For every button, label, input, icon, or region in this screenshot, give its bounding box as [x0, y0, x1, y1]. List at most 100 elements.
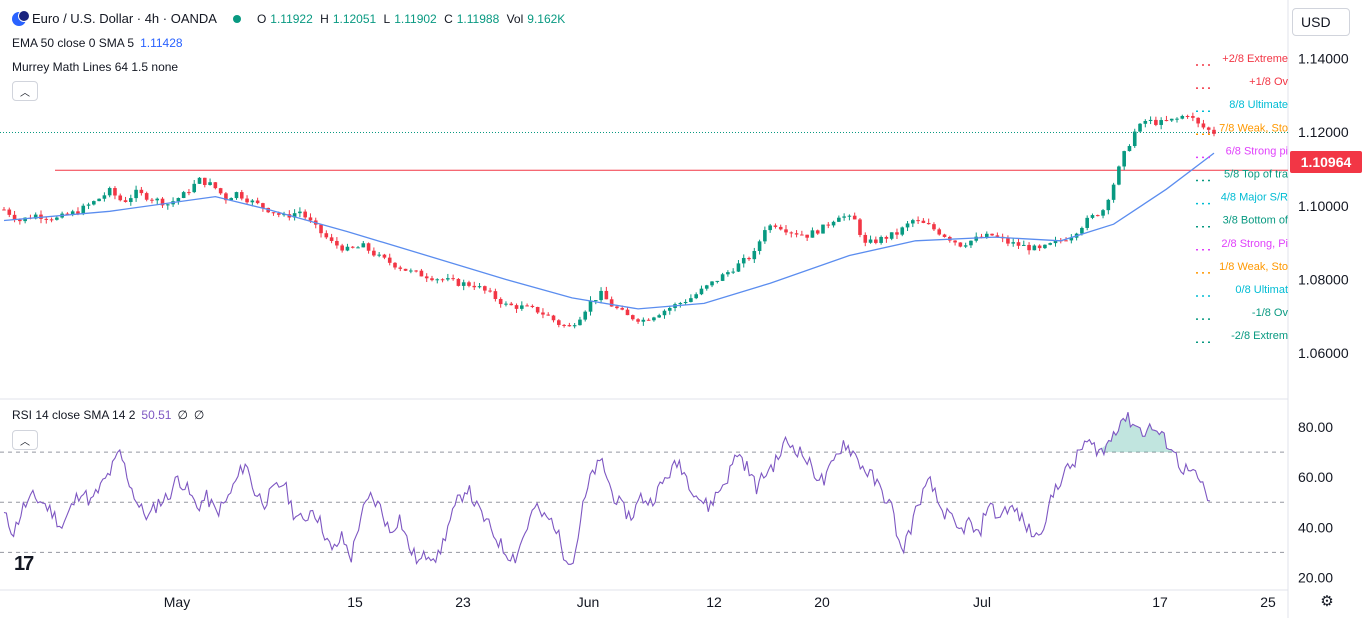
- candle-body: [683, 301, 688, 304]
- candle-body: [329, 237, 334, 241]
- candle-body: [520, 305, 524, 309]
- rsi-line: [3, 412, 1211, 565]
- rsi-label: RSI 14 close SMA 14 2: [12, 408, 136, 422]
- candle-body: [815, 230, 820, 234]
- candle-body: [65, 213, 70, 215]
- candle-body: [467, 282, 471, 286]
- murrey-legend[interactable]: Murrey Math Lines 64 1.5 none: [12, 60, 178, 74]
- murrey-level-label: -1/8 Ov: [1252, 307, 1289, 319]
- candle-body: [551, 315, 556, 321]
- candle-body: [160, 198, 165, 206]
- candle-body: [350, 246, 355, 248]
- rsi-tick-label: 40.00: [1298, 519, 1333, 535]
- candle-body: [187, 192, 191, 194]
- candle-body: [821, 224, 825, 234]
- symbol-title: Euro / U.S. Dollar · 4h · OANDA: [32, 11, 217, 26]
- rsi-tick-label: 80.00: [1298, 419, 1333, 435]
- horizontal-line-price-tag: 1.10964: [1290, 151, 1362, 173]
- collapse-rsi-button[interactable]: ︿: [12, 430, 38, 450]
- candle-body: [33, 214, 38, 219]
- tradingview-logo-icon[interactable]: 17: [14, 553, 34, 575]
- rsi-legend[interactable]: RSI 14 close SMA 14 2 50.51 ∅ ∅: [12, 408, 204, 422]
- ema-line: [3, 152, 1215, 310]
- candle-body: [984, 233, 989, 238]
- candle-body: [1085, 217, 1089, 228]
- ema-legend[interactable]: EMA 50 close 0 SMA 5 1.11428: [12, 36, 183, 50]
- candle-body: [1032, 245, 1037, 251]
- symbol-legend[interactable]: Euro / U.S. Dollar · 4h · OANDA O 1.11922…: [12, 9, 569, 26]
- time-tick-label: May: [164, 594, 190, 610]
- candle-body: [165, 204, 170, 206]
- candle-body: [868, 239, 873, 243]
- price-tick-label: 1.06000: [1298, 345, 1349, 361]
- candle-body: [657, 315, 661, 318]
- murrey-label: Murrey Math Lines 64 1.5 none: [12, 60, 179, 74]
- collapse-legend-button[interactable]: ︿: [12, 81, 38, 101]
- candle-body: [1196, 117, 1200, 124]
- candle-body: [900, 227, 905, 235]
- chevron-up-icon: ︿: [20, 87, 30, 99]
- candle-body: [768, 225, 772, 231]
- candle-body: [1006, 238, 1010, 244]
- candle-body: [826, 224, 831, 226]
- candle-body: [831, 221, 836, 226]
- candle-body: [895, 232, 899, 235]
- candle-body: [446, 278, 450, 280]
- candle-body: [583, 311, 588, 320]
- candle-body: [202, 177, 207, 185]
- rsi-value: 50.51: [141, 408, 172, 422]
- murrey-lines: +2/8 Extreme +1/8 Ov 8/8 Ultimate 7/8 Weak,…: [1196, 53, 1289, 343]
- murrey-level-label: 1/8 Weak, Sto: [1219, 261, 1288, 273]
- time-tick-label: 23: [455, 594, 471, 610]
- candle-body: [419, 270, 424, 277]
- candle-body: [118, 195, 123, 201]
- candle-body: [18, 219, 22, 222]
- candle-body: [403, 268, 408, 271]
- candle-body: [953, 240, 957, 243]
- price-tick-label: 1.14000: [1298, 50, 1349, 66]
- ema-label: EMA 50 close 0 SMA 5: [12, 36, 135, 50]
- candle-body: [810, 230, 815, 238]
- candle-body: [704, 285, 709, 289]
- candle-body: [1148, 119, 1153, 121]
- candle-body: [921, 220, 926, 223]
- currency-selector[interactable]: USD: [1292, 8, 1350, 36]
- candle-body: [662, 310, 667, 316]
- candle-body: [261, 203, 265, 208]
- candle-body: [134, 189, 138, 199]
- rsi-extra-1: ∅: [177, 408, 188, 422]
- time-tick-label: 12: [706, 594, 722, 610]
- candle-body: [588, 300, 593, 312]
- candle-body: [741, 257, 746, 264]
- rsi-overbought-fill: [1101, 412, 1174, 453]
- candle-body: [1132, 131, 1137, 147]
- candle-body: [319, 224, 323, 234]
- candle-body: [398, 267, 403, 269]
- rsi-tick-label: 60.00: [1298, 469, 1333, 485]
- candle-body: [1053, 240, 1058, 244]
- candle-body: [932, 224, 936, 230]
- candle-body: [747, 257, 751, 260]
- candle-body: [593, 300, 598, 302]
- candle-body: [213, 182, 218, 189]
- candle-body: [176, 198, 181, 202]
- candle-body: [1143, 120, 1148, 124]
- time-tick-label: Jul: [973, 594, 991, 610]
- candle-body: [92, 201, 96, 205]
- candle-body: [805, 234, 809, 238]
- candle-body: [303, 211, 307, 218]
- candle-body: [97, 198, 101, 202]
- candle-body: [784, 229, 788, 233]
- candle-body: [387, 257, 392, 263]
- candle-body: [641, 319, 646, 322]
- candle-body: [472, 285, 477, 288]
- candle-body: [49, 219, 54, 221]
- candle-body: [567, 325, 572, 327]
- candle-body: [55, 217, 59, 220]
- candle-body: [409, 270, 413, 272]
- settings-gear-icon[interactable]: ⚙: [1320, 593, 1334, 610]
- candle-body: [197, 177, 202, 184]
- candle-body: [1106, 199, 1111, 211]
- candle-body: [1127, 146, 1132, 152]
- candle-body: [102, 195, 107, 199]
